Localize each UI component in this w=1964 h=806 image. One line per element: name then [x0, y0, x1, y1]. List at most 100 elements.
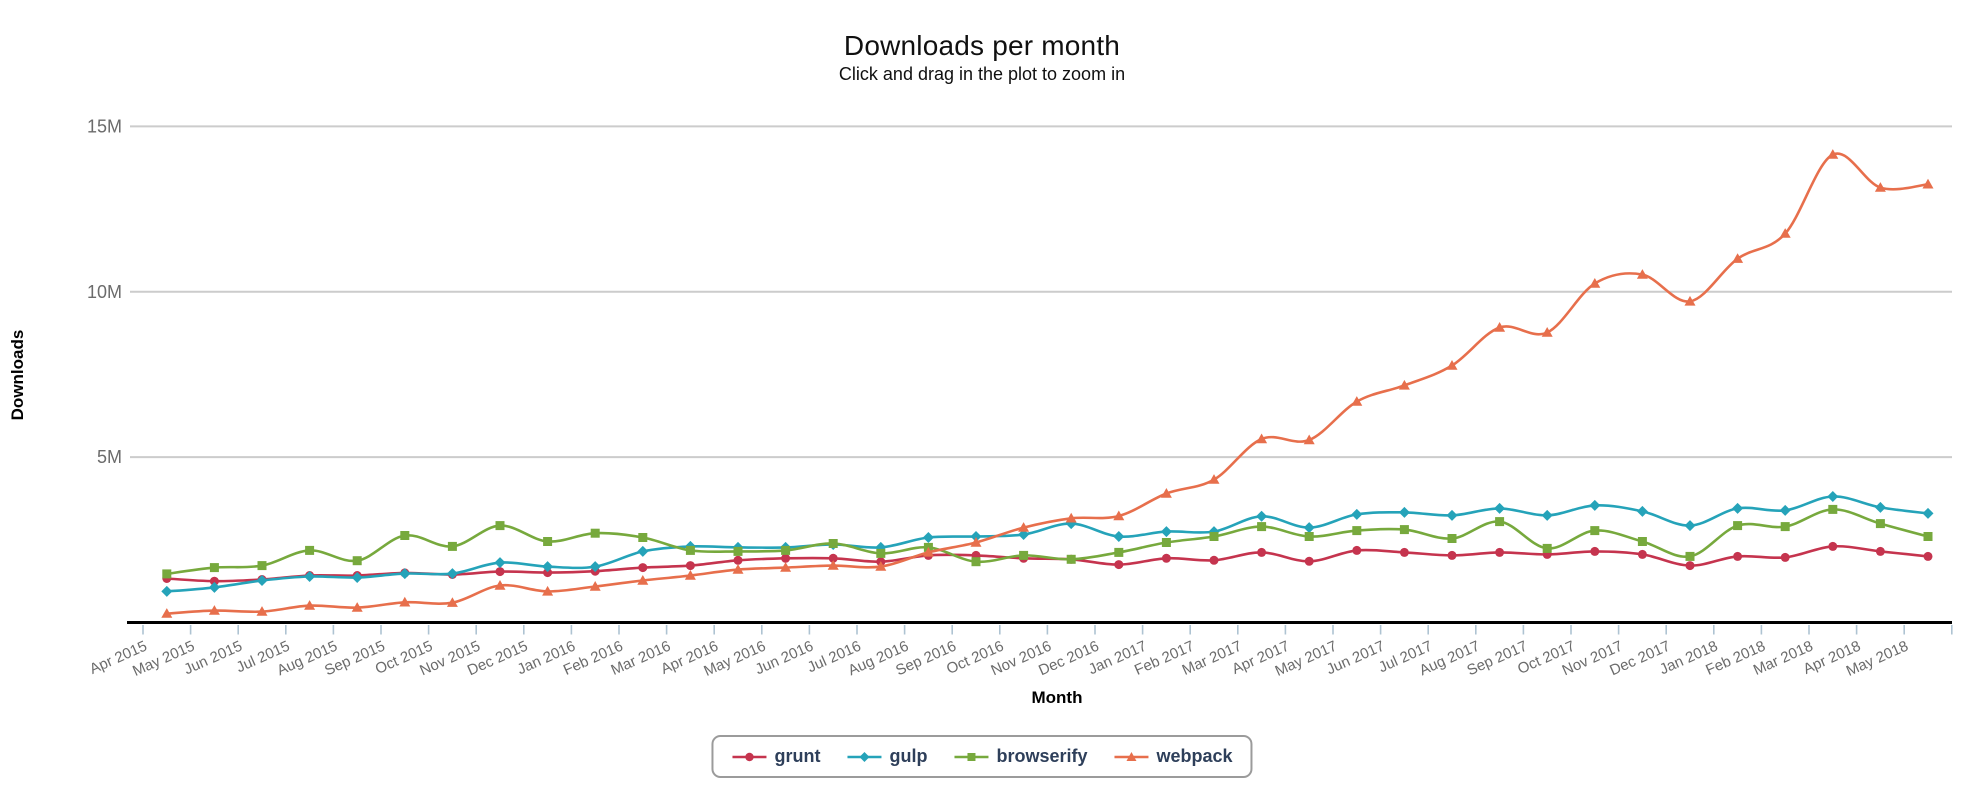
series-marker-webpack — [1494, 322, 1506, 332]
series-marker-gulp — [1303, 522, 1315, 534]
series-marker-gulp — [589, 561, 601, 573]
y-tick-label: 5M — [97, 447, 122, 467]
series-marker-grunt — [1352, 545, 1362, 555]
series-marker-browserify — [257, 561, 267, 571]
series-marker-grunt — [1209, 555, 1219, 565]
series-marker-browserify — [1066, 554, 1076, 564]
series-marker-webpack — [589, 581, 601, 591]
series-marker-browserify — [495, 521, 505, 531]
series-marker-browserify — [1352, 526, 1362, 536]
series-marker-browserify — [447, 541, 457, 551]
series-marker-webpack — [1922, 178, 1934, 189]
series-marker-webpack — [399, 596, 411, 607]
legend-label-browserify: browserify — [996, 746, 1088, 766]
series-marker-webpack — [1065, 512, 1077, 523]
series-marker-webpack — [1256, 433, 1268, 444]
series-marker-webpack — [542, 585, 554, 596]
series-marker-browserify — [828, 539, 838, 548]
legend-item-webpack[interactable]: webpack — [1113, 746, 1233, 767]
series-marker-browserify — [1209, 532, 1219, 541]
series-marker-grunt — [828, 553, 838, 563]
series-marker-webpack — [1589, 278, 1601, 288]
legend-marker-grunt-icon — [732, 752, 767, 761]
series-marker-gulp — [446, 568, 458, 580]
legend-item-grunt[interactable]: grunt — [731, 746, 820, 767]
series-marker-webpack — [208, 605, 220, 615]
series-marker-browserify — [543, 537, 553, 546]
legend-marker-webpack-icon — [1114, 751, 1149, 761]
series-marker-webpack — [732, 564, 744, 574]
series-marker-grunt — [1828, 541, 1838, 551]
series-marker-gulp — [1589, 499, 1601, 511]
series-marker-gulp — [1922, 507, 1934, 519]
legend-label-webpack: webpack — [1156, 746, 1233, 766]
series-marker-gulp — [399, 568, 411, 580]
series-marker-grunt — [495, 567, 505, 577]
series-marker-gulp — [351, 572, 363, 583]
series-marker-grunt — [543, 568, 553, 578]
series-marker-browserify — [1875, 519, 1885, 529]
series-marker-webpack — [1351, 396, 1363, 406]
series-marker-webpack — [1684, 295, 1696, 306]
series-marker-webpack — [875, 561, 887, 571]
series-marker-browserify — [971, 557, 981, 567]
series-marker-grunt — [685, 561, 695, 571]
y-tick-label: 10M — [87, 282, 122, 302]
series-marker-grunt — [1114, 560, 1124, 570]
series-marker-webpack — [1541, 327, 1553, 337]
series-marker-webpack — [161, 608, 173, 618]
series-marker-gulp — [256, 575, 268, 586]
series-marker-grunt — [733, 555, 743, 565]
legend-item-gulp[interactable]: gulp — [846, 746, 927, 767]
series-marker-gulp — [1351, 508, 1363, 520]
series-marker-gulp — [1779, 504, 1791, 516]
series-marker-gulp — [1827, 491, 1839, 502]
series-marker-gulp — [494, 557, 506, 569]
legend-item-browserify[interactable]: browserify — [953, 746, 1087, 767]
series-marker-gulp — [304, 571, 316, 582]
series-marker-browserify — [1495, 517, 1505, 527]
series-marker-browserify — [352, 556, 362, 566]
series-marker-webpack — [637, 575, 649, 585]
series-marker-webpack — [1827, 149, 1839, 159]
legend-label-grunt: grunt — [774, 746, 821, 766]
series-marker-webpack — [1018, 522, 1030, 532]
series-marker-webpack — [1446, 360, 1458, 370]
series-marker-webpack — [256, 606, 268, 616]
series-marker-webpack — [1113, 510, 1125, 521]
series-marker-browserify — [590, 528, 600, 538]
series-marker-browserify — [1257, 522, 1267, 532]
series-marker-browserify — [1447, 534, 1457, 543]
series-marker-grunt — [1257, 547, 1267, 557]
series-marker-browserify — [1637, 537, 1647, 546]
series-marker-browserify — [1828, 504, 1838, 514]
series-marker-grunt — [1447, 550, 1457, 560]
series-marker-gulp — [1398, 506, 1410, 518]
series-marker-webpack — [780, 562, 792, 572]
series-marker-webpack — [684, 570, 696, 580]
series-marker-webpack — [827, 560, 839, 570]
series-marker-grunt — [1923, 551, 1933, 561]
series-marker-browserify — [733, 546, 743, 556]
series-marker-browserify — [305, 545, 315, 555]
series-marker-webpack — [494, 580, 506, 590]
series-marker-gulp — [1446, 509, 1458, 521]
chart-title: Downloads per month — [843, 30, 1121, 61]
series-marker-browserify — [876, 548, 886, 558]
series-marker-grunt — [1161, 553, 1171, 563]
series-marker-browserify — [400, 531, 410, 540]
series-marker-browserify — [1590, 526, 1600, 536]
series-marker-grunt — [209, 576, 219, 586]
series-marker-browserify — [1304, 532, 1314, 541]
series-marker-gulp — [970, 531, 982, 542]
series-marker-webpack — [1303, 434, 1315, 445]
x-axis-title: Month — [1031, 688, 1083, 707]
series-marker-browserify — [685, 545, 695, 555]
series-marker-webpack — [1160, 488, 1172, 498]
series-marker-gulp — [922, 532, 934, 543]
series-marker-gulp — [542, 561, 554, 573]
series-marker-grunt — [1495, 547, 1505, 557]
series-marker-gulp — [1494, 502, 1506, 514]
series-marker-gulp — [1256, 510, 1268, 522]
